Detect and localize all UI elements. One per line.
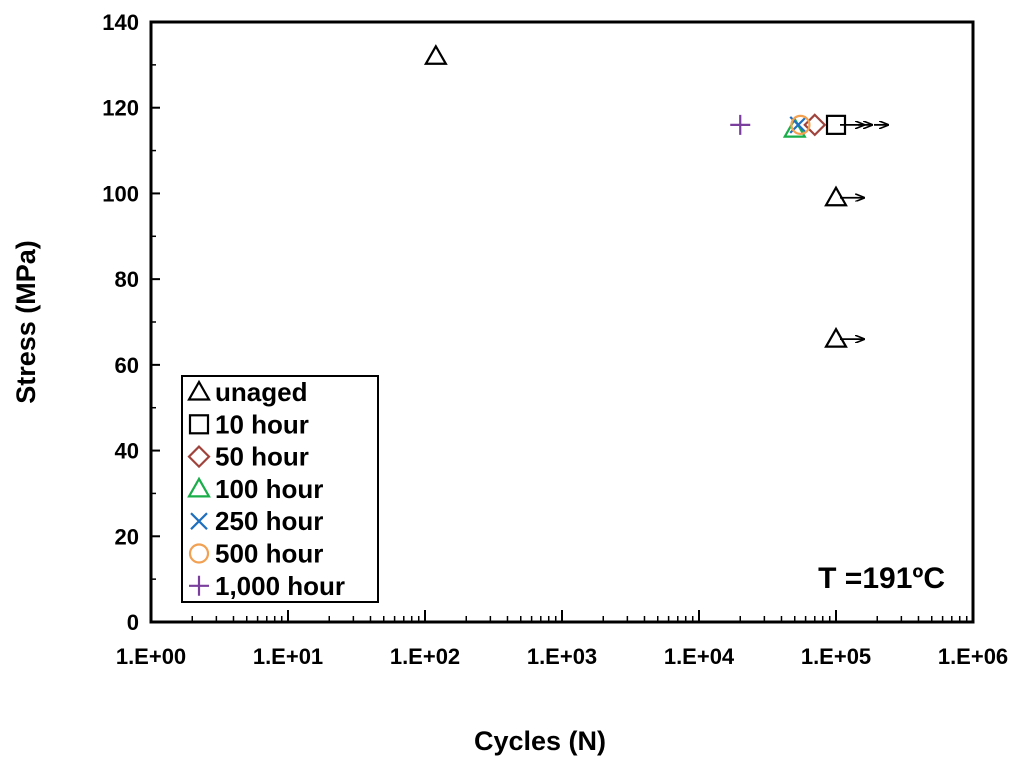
y-tick-label: 120 [102, 96, 139, 121]
x-axis-title: Cycles (N) [474, 726, 606, 756]
x-axis: 1.E+00 1.E+01 1.E+02 1.E+03 1.E+04 1.E+05 1.E+… [116, 610, 1008, 669]
temperature-annotation: T =191ºC [818, 562, 945, 595]
y-tick-label: 100 [102, 181, 139, 206]
y-tick-label: 20 [115, 524, 139, 549]
data-point [730, 114, 751, 135]
y-axis: 0 20 40 60 80 100 120 140 [102, 10, 160, 635]
data-points [423, 44, 888, 348]
y-tick-label: 0 [127, 610, 139, 635]
legend-label: 250 hour [215, 506, 323, 536]
legend-label: 100 hour [215, 474, 323, 504]
data-point [790, 114, 811, 135]
legend-label: unaged [215, 377, 307, 407]
y-axis-title: Stress (MPa) [11, 240, 41, 404]
legend-marker [188, 543, 210, 564]
x-tick-label: 1.E+03 [527, 644, 597, 669]
legend-label: 50 hour [215, 442, 309, 472]
y-tick-label: 140 [102, 10, 139, 35]
legend-marker [190, 512, 208, 530]
legend-marker [187, 476, 211, 498]
legend-marker [188, 414, 210, 435]
x-tick-label: 1.E+00 [116, 644, 186, 669]
x-tick-label: 1.E+04 [664, 644, 735, 669]
legend-label: 500 hour [215, 539, 323, 569]
x-tick-label: 1.E+01 [253, 644, 323, 669]
x-tick-label: 1.E+06 [938, 644, 1008, 669]
x-tick-label: 1.E+02 [390, 644, 460, 669]
legend-marker [187, 445, 211, 469]
y-tick-label: 80 [115, 267, 139, 292]
legend-label: 1,000 hour [215, 571, 345, 601]
data-point [824, 185, 848, 207]
y-tick-label: 40 [115, 439, 139, 464]
legend-label: 10 hour [215, 409, 309, 439]
x-tick-label: 1.E+05 [801, 644, 871, 669]
legend-box [181, 375, 379, 603]
y-tick-label: 60 [115, 353, 139, 378]
data-point [824, 326, 848, 348]
legend-marker [189, 575, 209, 596]
data-point [423, 44, 448, 65]
legend-marker [187, 379, 211, 401]
